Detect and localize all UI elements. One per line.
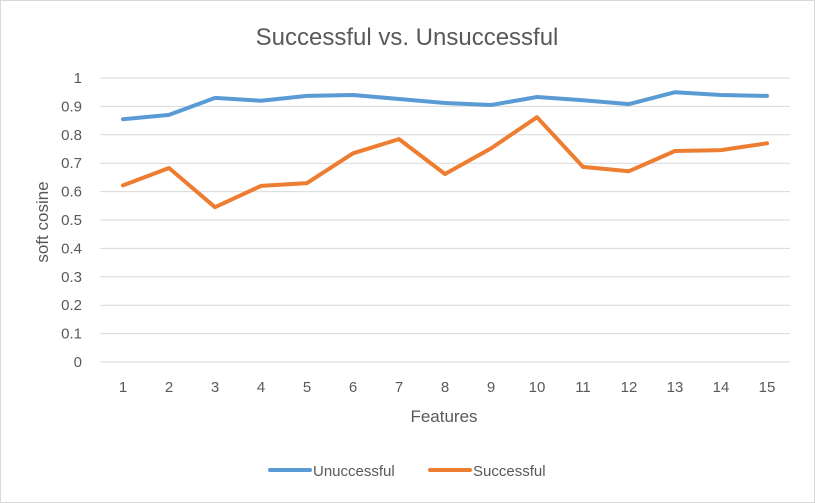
series-line-1 [121, 115, 769, 210]
x-tick-labels: 1 2 3 4 5 6 7 8 9 10 11 12 13 14 15 [119, 379, 776, 396]
y-tick-label: 0 [74, 354, 82, 371]
series-line-0 [121, 90, 769, 122]
x-tick-label: 13 [667, 379, 684, 396]
chart-title: Successful vs. Unsuccessful [256, 24, 559, 51]
y-tick-label: 0.7 [61, 155, 82, 172]
y-tick-label: 0.3 [61, 269, 82, 286]
x-tick-label: 3 [211, 379, 219, 396]
x-tick-label: 9 [487, 379, 495, 396]
y-tick-label: 0.2 [61, 297, 82, 314]
series-lines [121, 90, 769, 210]
y-tick-label: 1 [74, 70, 82, 87]
x-tick-label: 6 [349, 379, 357, 396]
x-tick-label: 12 [621, 379, 638, 396]
y-tick-label: 0.1 [61, 326, 82, 343]
x-tick-label: 8 [441, 379, 449, 396]
y-tick-label: 0.6 [61, 184, 82, 201]
y-tick-label: 0.8 [61, 127, 82, 144]
y-axis-title: soft cosine [33, 181, 52, 262]
x-tick-label: 5 [303, 379, 311, 396]
x-tick-label: 10 [529, 379, 546, 396]
y-tick-label: 0.9 [61, 98, 82, 115]
x-tick-label: 14 [713, 379, 730, 396]
x-tick-label: 7 [395, 379, 403, 396]
y-tick-label: 0.5 [61, 212, 82, 229]
x-tick-label: 1 [119, 379, 127, 396]
gridlines [100, 77, 790, 363]
x-axis-title: Features [410, 407, 477, 426]
legend-label-1: Successful [473, 463, 546, 480]
y-tick-labels: 0 0.1 0.2 0.3 0.4 0.5 0.6 0.7 0.8 0.9 1 [61, 70, 82, 371]
x-tick-label: 2 [165, 379, 173, 396]
x-tick-label: 11 [575, 379, 591, 396]
x-tick-label: 15 [759, 379, 776, 396]
legend: Unuccessful Successful [268, 463, 546, 480]
y-tick-label: 0.4 [61, 240, 82, 257]
x-tick-label: 4 [257, 379, 265, 396]
legend-label-0: Unuccessful [313, 463, 395, 480]
